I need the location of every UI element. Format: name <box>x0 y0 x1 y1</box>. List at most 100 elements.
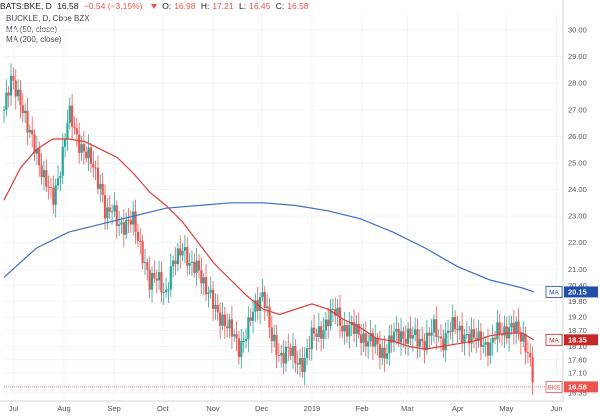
candle-body <box>491 337 494 343</box>
close-value: 16.58 <box>287 1 309 11</box>
candle-body <box>322 330 325 339</box>
price-change: −0.54 (−3.15%) <box>84 1 146 11</box>
badge-label: MA <box>549 289 559 296</box>
candle-body <box>183 247 187 251</box>
candle-body <box>263 292 266 308</box>
candle-body <box>33 134 36 154</box>
y-tick-label: 28.00 <box>568 79 587 88</box>
candle-body <box>204 277 208 295</box>
candle-body <box>517 321 520 333</box>
candle-body <box>482 344 485 347</box>
low-value: 16.45 <box>249 1 271 11</box>
candle-body <box>78 134 81 153</box>
candle-body <box>519 332 522 342</box>
candle-body <box>435 319 438 337</box>
candle-body <box>134 211 137 232</box>
x-tick-label: Sep <box>108 404 121 413</box>
candle-body <box>49 187 53 189</box>
candle-body <box>235 334 238 339</box>
candle-body <box>421 338 424 342</box>
candles <box>2 63 534 395</box>
candle-body <box>179 248 182 256</box>
symbol-label[interactable]: BATS:BKE, D <box>0 1 52 11</box>
candle-body <box>461 325 464 343</box>
candle-body <box>5 92 8 110</box>
candle-body <box>296 363 299 365</box>
candle-body <box>132 211 135 225</box>
ma200-line <box>3 202 534 293</box>
x-tick-label: May <box>499 404 513 413</box>
price-badges: MA 20.15 MA 18.35 BKE 16.58 <box>545 286 598 393</box>
candle-body <box>449 330 452 332</box>
candle-body <box>143 262 147 264</box>
y-tick-label: 19.20 <box>568 313 587 322</box>
candle-body <box>200 270 203 284</box>
candle-body <box>193 261 196 273</box>
candle-body <box>61 146 64 176</box>
candle-body <box>282 352 285 364</box>
candle-body <box>456 329 459 331</box>
candle-body <box>414 329 417 335</box>
candle-body <box>453 317 457 330</box>
candle-body <box>524 334 527 353</box>
candle-body <box>150 272 154 290</box>
candle-body <box>404 338 407 344</box>
candle-body <box>242 341 245 343</box>
candle-body <box>348 325 351 337</box>
candle-body <box>308 348 311 350</box>
candle-body <box>176 248 179 264</box>
candle-body <box>120 222 123 225</box>
high-label: H: <box>200 1 210 11</box>
candle-body <box>188 263 191 266</box>
candle-body <box>101 183 104 196</box>
candle-body <box>451 317 454 332</box>
legend-ma50[interactable]: MA (50, close) <box>6 24 58 34</box>
legend-title[interactable]: BUCKLE, D, Cboe BZX <box>6 14 90 23</box>
high-value: 17.21 <box>212 1 234 11</box>
candle-body <box>385 353 389 359</box>
candle-body <box>141 241 144 264</box>
y-tick-label: 18.70 <box>568 326 587 335</box>
y-tick-label: 16.35 <box>568 389 587 398</box>
candle-body <box>38 148 41 166</box>
candle-body <box>315 333 318 338</box>
candle-body <box>465 333 468 335</box>
candle-body <box>484 342 487 345</box>
x-tick-label: Jul <box>9 404 19 413</box>
candle-body <box>399 331 403 343</box>
candle-body <box>26 110 29 133</box>
badge-tag <box>545 286 563 298</box>
candle-body <box>470 329 473 344</box>
candle-body <box>197 260 201 271</box>
candle-body <box>529 353 532 358</box>
candle-body <box>258 297 262 312</box>
candle-body <box>270 327 273 342</box>
candle-body <box>334 308 337 316</box>
y-tick-label: 23.00 <box>568 212 587 221</box>
candle-body <box>430 332 433 336</box>
candle-body <box>425 332 428 351</box>
candle-body <box>498 322 501 334</box>
candle-body <box>367 341 370 347</box>
badge-value: 20.15 <box>568 288 587 297</box>
candle-body <box>244 339 248 342</box>
candle-body <box>331 308 335 310</box>
candle-body <box>352 321 356 334</box>
candle-body <box>526 352 530 354</box>
candle-body <box>136 231 140 241</box>
candle-body <box>428 332 431 336</box>
candle-body <box>512 322 515 333</box>
candle-body <box>68 105 71 123</box>
candle-body <box>442 338 445 351</box>
x-tick-label: Aug <box>57 404 70 413</box>
candle-body <box>317 326 320 338</box>
candle-body <box>12 75 15 81</box>
candle-body <box>251 311 255 321</box>
candle-body <box>327 319 330 327</box>
candle-body <box>80 144 83 153</box>
candle-body <box>181 250 184 256</box>
candle-body <box>486 342 490 356</box>
legend-ma200[interactable]: MA (200, close) <box>6 35 62 44</box>
candle-body <box>52 187 55 205</box>
